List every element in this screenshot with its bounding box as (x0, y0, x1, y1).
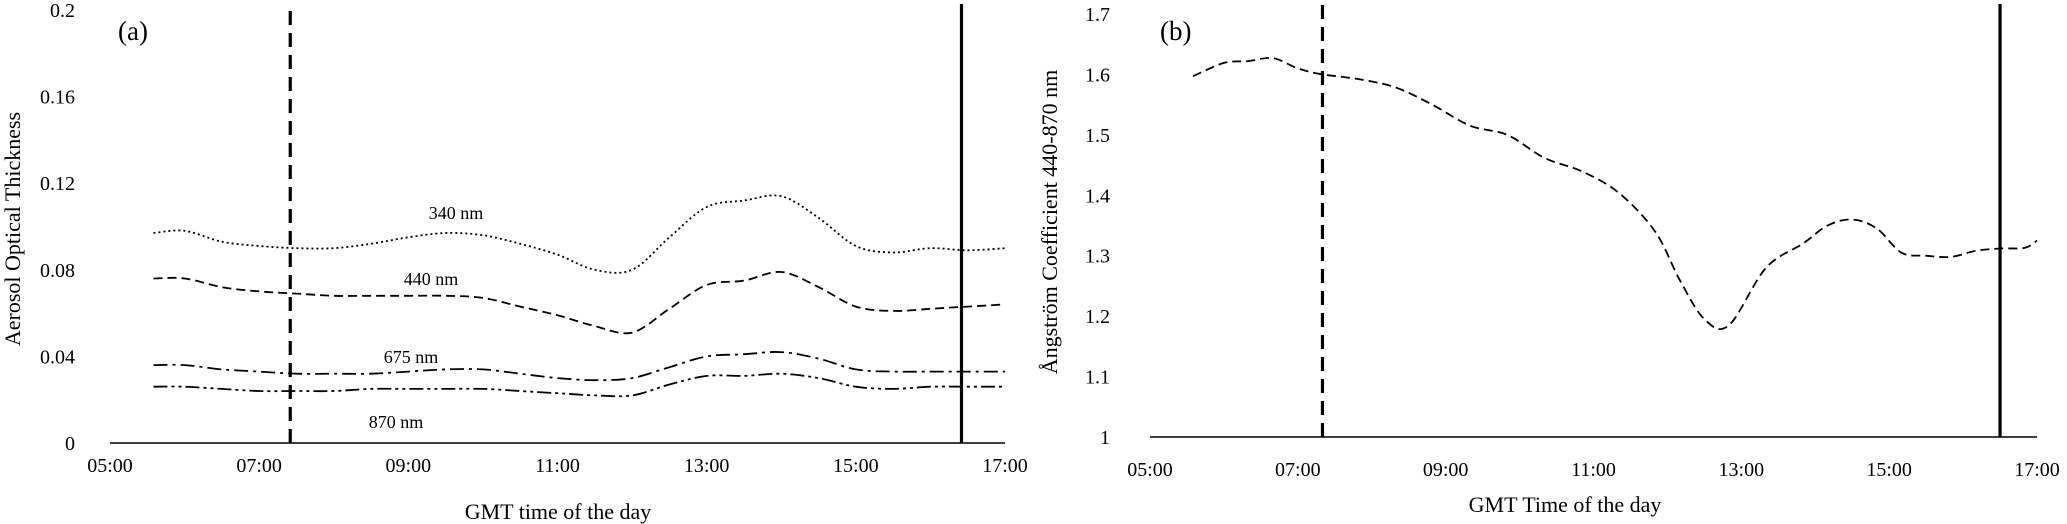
panel-a-series (153, 194, 1006, 398)
x-tick-label: 15:00 (833, 455, 879, 477)
series-line-angstrom (1192, 56, 2038, 330)
y-tick-label: 0.16 (40, 87, 75, 109)
series-label-440nm: 440 nm (404, 269, 459, 289)
panel-b-x-axis-label: GMT Time of the day (1469, 492, 1662, 517)
panel-a-x-axis-label: GMT time of the day (465, 499, 652, 524)
y-tick-label: 1.4 (1085, 185, 1110, 207)
y-tick-label: 0.2 (50, 0, 75, 22)
y-tick-label: 0 (65, 433, 75, 455)
panel-b-x-ticks: 05:00 07:00 09:00 11:00 13:00 15:00 17:00 (1127, 459, 2060, 481)
x-tick-label: 13:00 (684, 455, 730, 477)
y-tick-label: 1.3 (1085, 246, 1110, 268)
x-tick-label: 11:00 (1571, 459, 1616, 481)
y-tick-label: 1.1 (1085, 367, 1110, 389)
x-tick-label: 05:00 (1127, 459, 1173, 481)
x-tick-label: 15:00 (1866, 459, 1912, 481)
x-tick-label: 11:00 (535, 455, 580, 477)
x-tick-label: 17:00 (2014, 459, 2060, 481)
x-tick-label: 13:00 (1719, 459, 1765, 481)
y-tick-label: 1.6 (1085, 64, 1110, 86)
series-label-675nm: 675 nm (384, 347, 439, 367)
panel-a-label: (a) (118, 16, 148, 46)
y-tick-label: 1.7 (1085, 4, 1110, 26)
x-tick-label: 05:00 (87, 455, 133, 477)
x-tick-label: 07:00 (236, 455, 282, 477)
y-tick-label: 0.04 (40, 346, 75, 368)
panel-a-y-axis-label: Aerosol Optical Thickness (0, 112, 25, 346)
panel-b-series (1192, 56, 2038, 330)
series-line-440nm (153, 271, 1006, 335)
panel-b-y-ticks: 1 1.1 1.2 1.3 1.4 1.5 1.6 1.7 (1085, 4, 1110, 449)
panel-a-y-ticks: 0 0.04 0.08 0.12 0.16 0.2 (40, 0, 75, 455)
y-tick-label: 1.5 (1085, 125, 1110, 147)
y-tick-label: 1 (1100, 427, 1110, 449)
panel-a: (a) GMT time of the day Aerosol Optical … (0, 0, 1028, 524)
x-tick-label: 09:00 (386, 455, 432, 477)
panel-b: (b) GMT Time of the day Ångström Coeffic… (1037, 4, 2060, 517)
x-tick-label: 09:00 (1423, 459, 1469, 481)
panel-a-x-ticks: 05:00 07:00 09:00 11:00 13:00 15:00 17:00 (87, 455, 1028, 477)
panel-b-y-axis-label: Ångström Coefficient 440-870 nm (1037, 70, 1062, 375)
panel-b-reference-lines (1320, 4, 2002, 437)
panel-a-reference-lines (288, 4, 964, 443)
y-tick-label: 1.2 (1085, 306, 1110, 328)
series-line-870nm (153, 372, 1005, 398)
series-line-340nm (153, 194, 1006, 274)
series-label-870nm: 870 nm (369, 412, 424, 432)
y-tick-label: 0.12 (40, 173, 75, 195)
panel-a-series-labels: 340 nm 440 nm 675 nm 870 nm (369, 203, 484, 432)
series-line-675nm (153, 351, 1005, 382)
x-tick-label: 07:00 (1275, 459, 1321, 481)
panel-b-label: (b) (1160, 16, 1191, 46)
x-tick-label: 17:00 (982, 455, 1028, 477)
y-tick-label: 0.08 (40, 260, 75, 282)
series-label-340nm: 340 nm (429, 203, 484, 223)
